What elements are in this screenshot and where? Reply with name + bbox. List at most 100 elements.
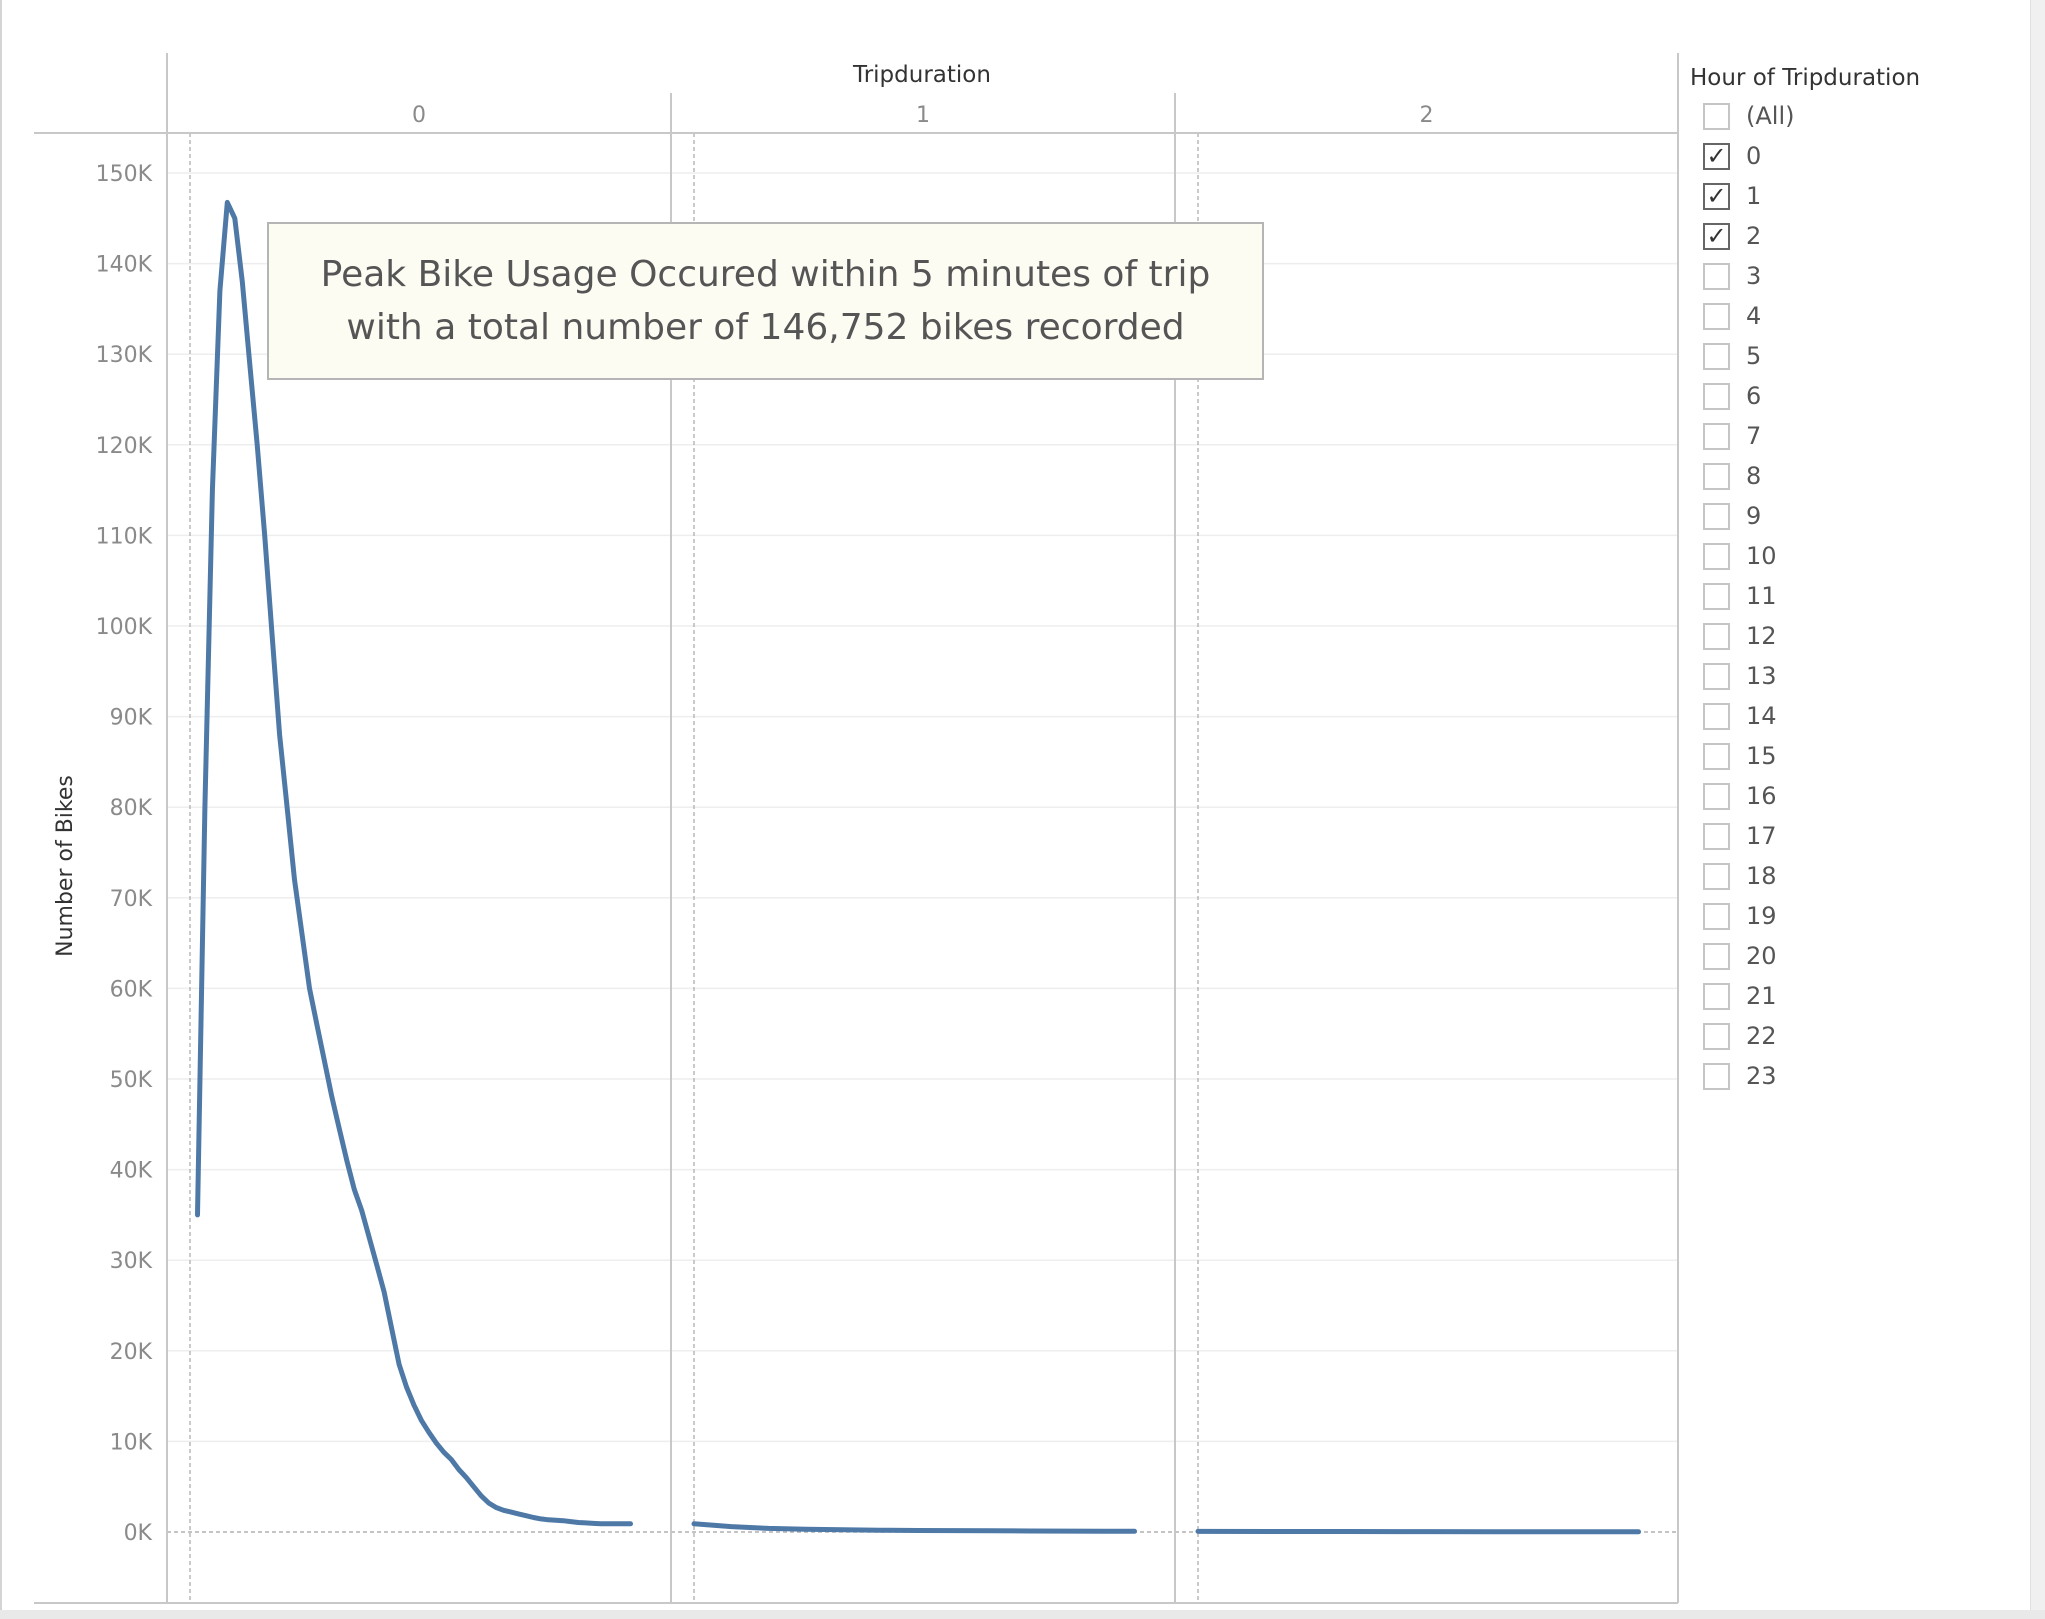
checkbox[interactable] [1703, 822, 1730, 850]
filter-item[interactable]: 13 [1703, 656, 2020, 696]
y-axis-ticks: 0K 10K 20K 30K 40K 50K 60K 70K 80K 90K 100K 110K 120… [96, 162, 153, 1546]
y-tick-label: 110K [96, 524, 153, 549]
filter-item-label: (All) [1746, 102, 1795, 130]
checkbox[interactable] [1703, 462, 1730, 490]
y-tick-label: 0K [124, 1521, 153, 1546]
series-layer [195, 199, 1641, 1535]
filter-item[interactable]: 3 [1703, 256, 2020, 296]
filter-item[interactable]: 15 [1703, 736, 2020, 776]
checkbox[interactable] [1703, 1022, 1730, 1050]
y-tick-label: 20K [110, 1340, 153, 1365]
checkbox[interactable] [1703, 582, 1730, 610]
filter-item[interactable]: 23 [1703, 1056, 2020, 1096]
filter-item[interactable]: 7 [1703, 416, 2020, 456]
right-edge-strip [2030, 0, 2045, 1619]
pane-header-label: 1 [916, 103, 930, 128]
checkbox[interactable] [1703, 902, 1730, 930]
filter-item-label: 4 [1746, 302, 1762, 330]
checkbox[interactable] [1703, 1062, 1730, 1090]
y-tick-label: 80K [110, 796, 153, 821]
y-tick-label: 10K [110, 1430, 153, 1455]
filter-item[interactable]: 12 [1703, 616, 2020, 656]
y-tick-label: 100K [96, 615, 153, 640]
y-tick-label: 90K [110, 706, 153, 731]
checkbox[interactable] [1703, 342, 1730, 370]
checkbox[interactable] [1703, 662, 1730, 690]
checkmark-icon: ✓ [1706, 222, 1727, 250]
checkbox[interactable] [1703, 102, 1730, 130]
filter-item-label: 11 [1746, 582, 1777, 610]
series-line-pane-0 [195, 199, 633, 1527]
filter-item[interactable]: 6 [1703, 376, 2020, 416]
pane-header-label: 2 [1420, 103, 1434, 128]
pane-header-labels: 0 1 2 [412, 103, 1434, 128]
y-tick-label: 60K [110, 977, 153, 1002]
filter-item[interactable]: 8 [1703, 456, 2020, 496]
y-tick-label: 150K [96, 162, 153, 187]
checkmark-icon: ✓ [1706, 182, 1727, 210]
checkbox[interactable] [1703, 742, 1730, 770]
filter-title: Hour of Tripduration [1690, 65, 1921, 91]
checkbox[interactable]: ✓ [1703, 222, 1730, 250]
filter-item[interactable]: 5 [1703, 336, 2020, 376]
filter-item-label: 8 [1746, 462, 1762, 490]
y-tick-label: 50K [110, 1068, 153, 1093]
checkbox[interactable]: ✓ [1703, 182, 1730, 210]
y-tick-label: 70K [110, 887, 153, 912]
filter-item[interactable]: 18 [1703, 856, 2020, 896]
filter-item[interactable]: (All) [1703, 96, 2020, 136]
filter-item[interactable]: 17 [1703, 816, 2020, 856]
filter-item-label: 9 [1746, 502, 1762, 530]
filter-item-label: 17 [1746, 822, 1777, 850]
filter-item-label: 19 [1746, 902, 1777, 930]
checkbox[interactable] [1703, 782, 1730, 810]
filter-item[interactable]: ✓ 1 [1703, 176, 2020, 216]
filter-item-label: 23 [1746, 1062, 1777, 1090]
checkbox[interactable] [1703, 702, 1730, 730]
filter-item-label: 1 [1746, 182, 1762, 210]
checkbox[interactable]: ✓ [1703, 142, 1730, 170]
filter-item[interactable]: 19 [1703, 896, 2020, 936]
checkbox[interactable] [1703, 982, 1730, 1010]
view-left-border [0, 0, 2, 1619]
filter-item-label: 2 [1746, 222, 1762, 250]
filter-item[interactable]: 20 [1703, 936, 2020, 976]
filter-item[interactable]: 21 [1703, 976, 2020, 1016]
hour-filter-panel: Hour of Tripduration (All) ✓ 0 ✓ 1 ✓ 2 3 4 5 6 7 8 9 1… [1690, 60, 2020, 1096]
checkbox[interactable] [1703, 862, 1730, 890]
filter-item-label: 0 [1746, 142, 1762, 170]
filter-item-label: 10 [1746, 542, 1777, 570]
checkbox[interactable] [1703, 942, 1730, 970]
checkmark-icon: ✓ [1706, 142, 1727, 170]
filter-item-label: 5 [1746, 342, 1762, 370]
filter-item-label: 6 [1746, 382, 1762, 410]
checkbox[interactable] [1703, 622, 1730, 650]
checkbox[interactable] [1703, 302, 1730, 330]
checkbox[interactable] [1703, 542, 1730, 570]
filter-list: (All) ✓ 0 ✓ 1 ✓ 2 3 4 5 6 7 8 9 10 11 12 13 14 15 16 17 18 19 20… [1690, 96, 2020, 1096]
filter-item[interactable]: 22 [1703, 1016, 2020, 1056]
peak-annotation: Peak Bike Usage Occured within 5 minutes… [267, 222, 1264, 380]
filter-item-label: 3 [1746, 262, 1762, 290]
filter-item-label: 21 [1746, 982, 1777, 1010]
y-tick-label: 120K [96, 434, 153, 459]
checkbox[interactable] [1703, 502, 1730, 530]
checkbox[interactable] [1703, 262, 1730, 290]
filter-item[interactable]: 10 [1703, 536, 2020, 576]
filter-item[interactable]: ✓ 0 [1703, 136, 2020, 176]
filter-item-label: 14 [1746, 702, 1777, 730]
column-header-title: Tripduration [852, 62, 991, 88]
filter-item[interactable]: 14 [1703, 696, 2020, 736]
filter-item[interactable]: 11 [1703, 576, 2020, 616]
y-tick-label: 40K [110, 1159, 153, 1184]
series-line-pane-1 [691, 1521, 1137, 1534]
filter-item[interactable]: ✓ 2 [1703, 216, 2020, 256]
filter-item[interactable]: 4 [1703, 296, 2020, 336]
filter-item-label: 20 [1746, 942, 1777, 970]
filter-item[interactable]: 16 [1703, 776, 2020, 816]
checkbox[interactable] [1703, 382, 1730, 410]
checkbox[interactable] [1703, 422, 1730, 450]
filter-item-label: 22 [1746, 1022, 1777, 1050]
filter-item[interactable]: 9 [1703, 496, 2020, 536]
filter-item-label: 16 [1746, 782, 1777, 810]
